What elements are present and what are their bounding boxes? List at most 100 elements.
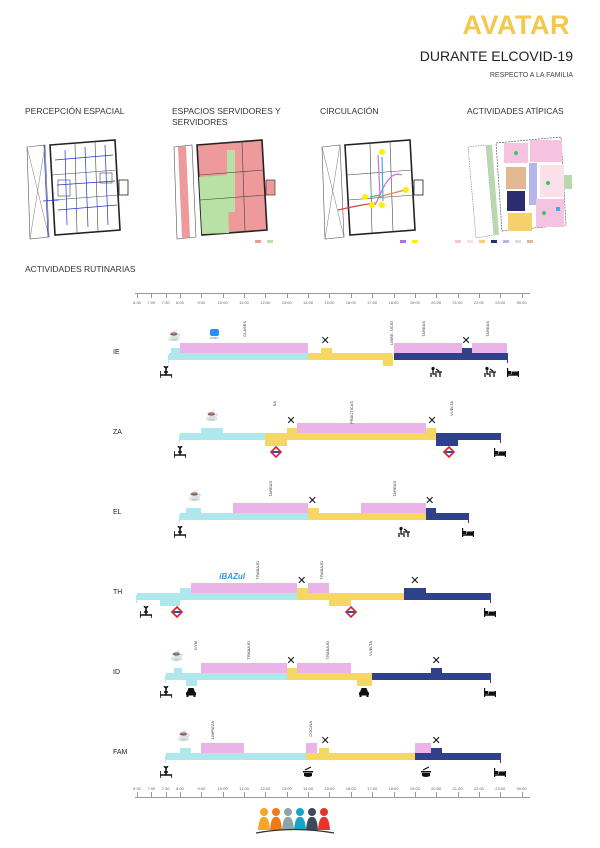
timeline-end-tick: [489, 593, 491, 603]
axis-tick-label: 7:30: [161, 786, 170, 791]
axis-tick: [414, 792, 416, 797]
axis-tick-label: 22:00: [473, 786, 484, 791]
activity-label: TAREAS: [485, 321, 491, 337]
coffee-icon: ☕: [167, 330, 182, 342]
timeline-segment-activity: [297, 423, 426, 433]
wake-icon: [158, 365, 173, 378]
axis-tick: [151, 792, 153, 797]
timeline-segment-morning: [168, 353, 309, 360]
pot-icon: [302, 765, 314, 777]
coffee-icon: ☕: [205, 410, 219, 422]
lunch-x-icon: ✕: [431, 735, 441, 747]
timeline-segment-night: [425, 508, 437, 520]
page-subsubtitle: RESPECTO A LA FAMILIA: [489, 72, 573, 79]
legend-circulacion: [400, 240, 418, 243]
timeline-segment-morning: [180, 433, 266, 440]
axis-tick-label: 7:30: [161, 300, 170, 305]
coffee-icon: ☕: [177, 730, 192, 742]
timeline-segment-night: [436, 433, 501, 440]
axis-tick: [165, 293, 167, 298]
timeline-segment-night: [393, 353, 507, 360]
timeline-start-tick: [164, 755, 166, 763]
timeline-segment-afternoon: [297, 593, 405, 600]
timeline-segment-afternoon: [286, 428, 298, 440]
axis-tick-label: 21:00: [452, 300, 463, 305]
axis-tick-label: 10:00: [217, 786, 228, 791]
lunch-x-icon: ✕: [427, 415, 437, 427]
axis-tick: [222, 293, 224, 298]
activity-label: TRABAJO: [325, 641, 331, 660]
activity-label: TAREAS: [391, 481, 397, 497]
timeline-segment-afternoon: [425, 428, 437, 440]
axis-tick: [436, 293, 438, 298]
timeline-segment-activity: [201, 743, 245, 753]
axis-tick: [137, 293, 138, 298]
timeline-segment-night: [430, 748, 442, 760]
activity-label: VUELTA: [449, 401, 455, 416]
axis-tick: [457, 792, 459, 797]
timeline-segment-night: [436, 433, 458, 446]
section-title-rutinarias: ACTIVIDADES RUTINARIAS: [25, 264, 136, 274]
axis-tick-label: 9:00: [197, 786, 206, 791]
activity-label: COCINA: [308, 721, 314, 737]
floor-plan-atipicas: [467, 136, 572, 239]
timeline-end-tick: [500, 433, 502, 443]
lunch-x-icon: ✕: [320, 735, 330, 747]
desk-icon: [483, 365, 496, 377]
lunch-x-icon: ✕: [410, 575, 420, 587]
bed-icon: [506, 365, 520, 377]
lunch-x-icon: ✕: [297, 575, 307, 587]
axis-tick: [180, 293, 181, 298]
timeline-segment-afternoon: [265, 433, 287, 446]
lunch-x-icon: ✕: [286, 655, 296, 667]
metro-icon: [171, 605, 184, 619]
axis-tick-label: 11:00: [239, 300, 249, 305]
row-label-th: TH: [113, 589, 123, 596]
timeline-segment-activity: [190, 583, 298, 593]
company-logo: iBAZul: [219, 572, 246, 581]
family-logo: [256, 808, 335, 834]
timeline-segment-afternoon: [297, 588, 309, 600]
axis-tick-label: 6:30: [133, 786, 141, 791]
bed-icon: [494, 445, 507, 457]
lunch-x-icon: ✕: [431, 655, 441, 667]
floor-plan-percepcion: [26, 139, 129, 240]
axis-tick: [265, 792, 267, 797]
timeline-segment-afternoon: [320, 348, 332, 360]
timeline-segment-night: [414, 753, 501, 760]
lunch-x-icon: ✕: [286, 415, 296, 427]
floor-plan-espacios: [173, 139, 276, 240]
axis-tick: [180, 792, 181, 797]
axis-tick-label: 00:00: [516, 786, 527, 791]
timeline-segment-morning: [186, 673, 198, 686]
axis-tick-label: 12:00: [260, 786, 271, 791]
axis-tick: [329, 293, 331, 298]
axis-tick-label: 9:00: [197, 300, 206, 305]
timeline-segment-activity: [233, 503, 309, 513]
car-icon: [358, 685, 370, 697]
floor-plan-circulacion: [321, 139, 424, 240]
axis-tick-label: 10:00: [217, 300, 228, 305]
timeline-start-tick: [136, 595, 137, 603]
wake-icon: [138, 605, 153, 618]
axis-tick: [137, 792, 138, 797]
axis-tick-label: 23:00: [495, 786, 506, 791]
activity-label: PRÁCTICAS: [348, 401, 354, 424]
timeline-segment-activity: [414, 743, 431, 753]
axis-tick-label: 13:00: [281, 300, 292, 305]
axis-tick-label: 17:00: [367, 300, 378, 305]
desk-icon: [430, 365, 443, 377]
axis-tick: [372, 792, 374, 797]
row-label-el: EL: [113, 509, 122, 516]
axis-tick-label: 17:00: [367, 786, 378, 791]
axis-tick: [436, 792, 438, 797]
axis-tick: [478, 792, 480, 797]
axis-tick: [244, 792, 246, 797]
axis-tick-label: 21:00: [452, 786, 463, 791]
row-label-fam: FAM: [113, 749, 128, 756]
activity-label: TAREAS: [267, 481, 273, 497]
row-label-za: ZA: [113, 429, 122, 436]
axis-tick-label: 18:00: [388, 300, 399, 305]
timeline-end-tick: [500, 753, 502, 763]
